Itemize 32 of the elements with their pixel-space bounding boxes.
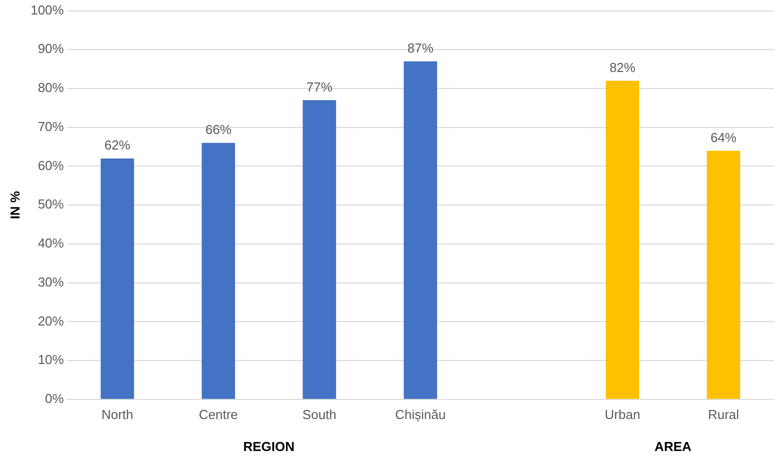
bar: [302, 100, 336, 399]
x-tick-label: Chișinău: [395, 406, 446, 422]
data-label: 82%: [609, 60, 636, 75]
data-label: 87%: [407, 40, 434, 56]
y-tick-label: 50%: [38, 196, 64, 212]
y-tick-label: 60%: [38, 158, 64, 173]
data-label: 77%: [306, 79, 333, 94]
y-tick-label: 40%: [38, 236, 64, 251]
y-tick-label: 10%: [38, 352, 64, 368]
data-label: 62%: [104, 138, 131, 153]
y-tick-label: 0%: [45, 390, 64, 406]
y-tick-label: 90%: [38, 41, 64, 56]
data-label: 64%: [710, 130, 737, 145]
bar: [706, 150, 740, 399]
text: AREA: [654, 439, 692, 454]
bar: [606, 80, 640, 399]
x-tick-label: South: [302, 406, 336, 422]
text: REGION: [243, 439, 295, 454]
y-tick-label: 30%: [38, 274, 64, 290]
y-tick-label: 20%: [38, 313, 64, 328]
y-tick-label: 100%: [30, 2, 64, 18]
x-tick-label: North: [101, 406, 134, 422]
y-axis-title: IN %: [7, 190, 22, 220]
y-tick-label: 80%: [38, 80, 64, 96]
bar: [202, 142, 236, 399]
data-label: 66%: [205, 122, 232, 137]
x-tick-label: Urban: [604, 406, 640, 422]
x-tick-label: Centre: [198, 406, 238, 422]
bar: [404, 61, 438, 399]
x-tick-label: Rural: [708, 406, 740, 422]
bar: [100, 158, 134, 399]
y-tick-label: 70%: [38, 118, 64, 134]
